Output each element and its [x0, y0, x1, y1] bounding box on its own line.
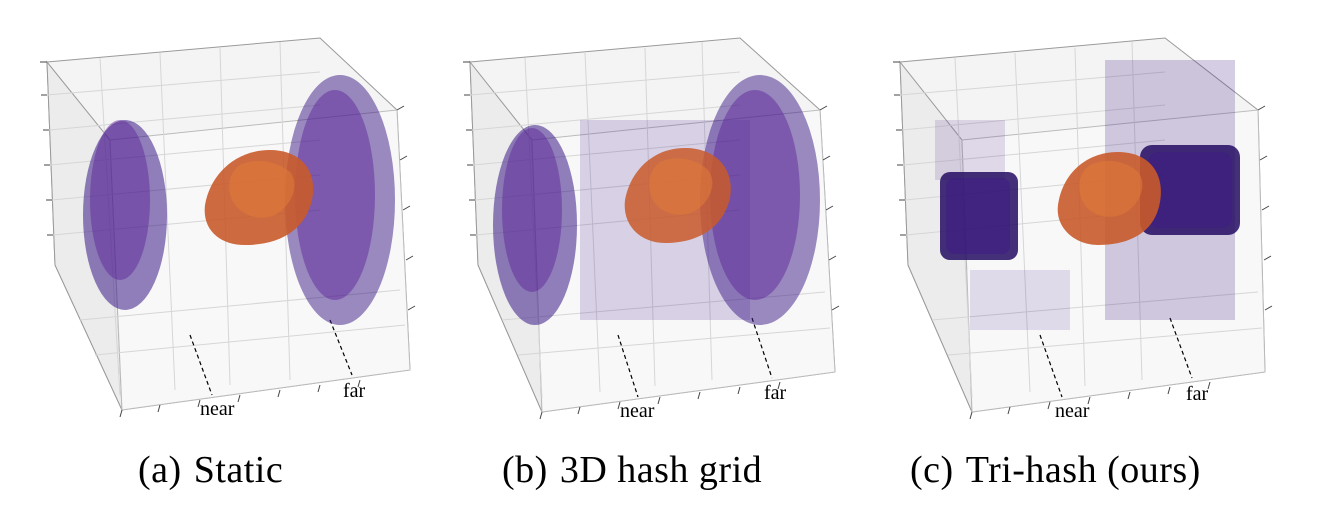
caption-tri-hash: (c) Tri-hash (ours)	[910, 448, 1201, 492]
caption-3d-hash-grid: (b) 3D hash grid	[502, 448, 762, 492]
far-label: far	[343, 380, 366, 402]
point-cloud-left	[83, 120, 167, 310]
right-block	[1140, 145, 1240, 235]
caption-title: Tri-hash (ours)	[965, 449, 1201, 491]
central-head	[204, 150, 314, 245]
central-head	[624, 148, 731, 243]
tick-marks	[893, 61, 1273, 420]
tick-marks	[463, 61, 840, 420]
plot-tri-hash	[893, 37, 1273, 420]
caption-tag: (b)	[502, 449, 548, 491]
caption-tag: (c)	[910, 449, 954, 491]
near-label: near	[620, 400, 655, 422]
near-label: near	[200, 398, 235, 420]
caption-title: Static	[193, 449, 284, 491]
far-label: far	[1186, 383, 1209, 405]
caption-title: 3D hash grid	[559, 449, 763, 491]
central-head	[1057, 152, 1161, 245]
panel-static: near far (a) Static	[0, 0, 440, 513]
point-cloud-right	[700, 75, 820, 325]
caption-static: (a) Static	[138, 448, 283, 492]
near-far-markers	[189, 319, 353, 396]
point-cloud-right	[285, 75, 395, 325]
near-label: near	[1055, 400, 1090, 422]
tick-marks	[40, 61, 416, 418]
near-far-markers	[1039, 317, 1193, 398]
far-label: far	[764, 382, 787, 404]
caption-tag: (a)	[138, 449, 182, 491]
panel-tri-hash: near far (c) Tri-hash (ours)	[880, 0, 1320, 513]
left-block	[940, 172, 1018, 260]
plot-3d-hash-grid	[463, 37, 840, 420]
point-cloud-left	[493, 125, 577, 325]
near-far-markers	[617, 317, 773, 398]
panel-3d-hash-grid: near far (b) 3D hash grid	[440, 0, 880, 513]
plot-static	[40, 37, 416, 418]
